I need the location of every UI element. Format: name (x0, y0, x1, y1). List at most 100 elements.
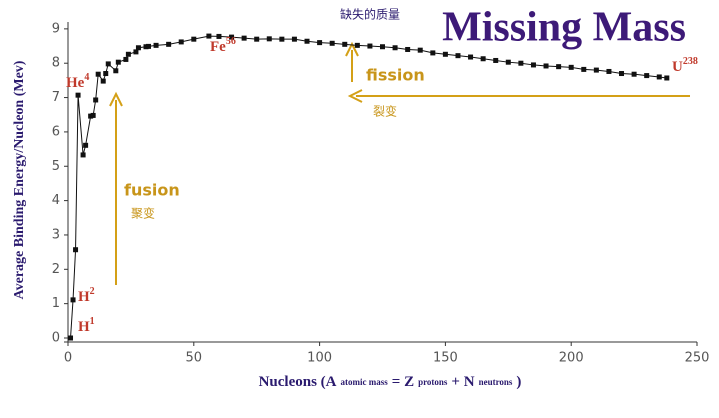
annotation-text: H (78, 289, 90, 305)
data-point (380, 44, 385, 50)
data-point (631, 71, 637, 77)
data-point (505, 59, 511, 65)
data-point (166, 41, 172, 47)
annotation-sup: 4 (84, 72, 89, 83)
annotation: Fe56 (210, 36, 236, 55)
x-tick-label: 250 (685, 351, 710, 366)
fusion-label-cn: 聚变 (131, 206, 155, 221)
y-tick-label: 3 (52, 227, 60, 242)
annotation-text: H (78, 319, 90, 335)
y-tick-label: 1 (52, 296, 60, 311)
y-tick-label: 5 (52, 159, 60, 174)
data-point (103, 71, 109, 77)
y-axis-label: Average Binding Energy/Nucleon (Mev) (12, 60, 27, 299)
data-point (68, 335, 74, 341)
data-point (216, 33, 222, 39)
data-point (468, 54, 474, 60)
data-point (254, 36, 260, 42)
data-point (95, 71, 101, 77)
data-point (417, 47, 423, 53)
fusion-arrow (109, 91, 123, 285)
annotation-text: He (66, 75, 85, 91)
annotation: U238 (672, 56, 698, 75)
annotation-sup: 1 (90, 316, 95, 327)
data-point (73, 247, 79, 253)
x-label-text: + N (451, 374, 474, 390)
data-point (317, 40, 323, 46)
data-point (93, 97, 99, 103)
data-point (530, 62, 536, 68)
data-point (80, 152, 86, 158)
data-point (123, 56, 129, 62)
data-point (206, 33, 212, 39)
x-label-sub: atomic mass (341, 377, 389, 387)
x-label-sub: neutrons (479, 377, 513, 387)
annotation-sup: 56 (226, 36, 236, 47)
data-point (581, 66, 587, 72)
data-point (568, 64, 574, 70)
data-point (480, 56, 486, 62)
x-tick-label: 0 (64, 351, 72, 366)
x-tick-label: 200 (559, 351, 584, 366)
data-point (178, 39, 184, 45)
y-tick-label: 8 (52, 56, 60, 71)
data-point (70, 297, 76, 303)
data-point (83, 142, 89, 148)
data-point (146, 43, 152, 49)
data-point (543, 63, 549, 69)
x-label-text: ) (516, 374, 521, 390)
y-tick-label: 0 (52, 331, 60, 346)
data-point (455, 53, 461, 59)
data-point (90, 112, 96, 118)
data-point (229, 34, 235, 40)
annotation-text: Fe (210, 39, 226, 55)
data-point (191, 36, 197, 42)
chart-title: Missing Mass (442, 5, 686, 51)
data-point (113, 68, 119, 74)
data-point (556, 64, 562, 70)
fission-label: fission (366, 66, 425, 85)
x-tick-label: 150 (433, 351, 458, 366)
y-tick-label: 2 (52, 262, 60, 277)
data-point (304, 38, 310, 44)
data-point (133, 49, 139, 55)
fission-label-cn: 裂变 (373, 104, 397, 119)
data-point (75, 92, 81, 98)
data-point (430, 50, 436, 56)
y-tick-label: 6 (52, 124, 60, 139)
data-point (100, 78, 106, 84)
data-point (405, 46, 411, 52)
data-point (329, 40, 335, 46)
data-point (493, 57, 499, 63)
data-point (291, 36, 297, 42)
fission-arrows (345, 41, 690, 103)
annotation: H2 (78, 286, 95, 305)
annotation-sup: 238 (683, 56, 698, 67)
data-point (266, 36, 272, 42)
annotation-text: U (672, 59, 683, 75)
data-point (354, 42, 360, 48)
annotation-sup: 2 (90, 286, 95, 297)
data-point (115, 59, 121, 65)
annotation: He4 (66, 72, 89, 91)
x-tick-label: 50 (186, 351, 203, 366)
x-axis-label: Nucleons (A atomic mass = Z protons + N neutr… (259, 374, 522, 390)
data-point (619, 71, 625, 77)
data-point (88, 113, 94, 119)
data-point (367, 43, 373, 49)
x-tick-label: 100 (307, 351, 332, 366)
data-point (644, 73, 650, 79)
data-point (392, 45, 398, 51)
x-label-text: = Z (392, 374, 414, 390)
data-point (593, 67, 599, 73)
data-point (342, 41, 348, 47)
data-point (442, 51, 448, 57)
fusion-label: fusion (124, 181, 180, 200)
x-label-text: Nucleons (A (259, 374, 337, 390)
data-point (279, 36, 285, 42)
chart-subtitle: 缺失的质量 (340, 7, 400, 22)
data-point (143, 44, 149, 50)
data-point (135, 45, 141, 51)
data-point (518, 60, 524, 66)
